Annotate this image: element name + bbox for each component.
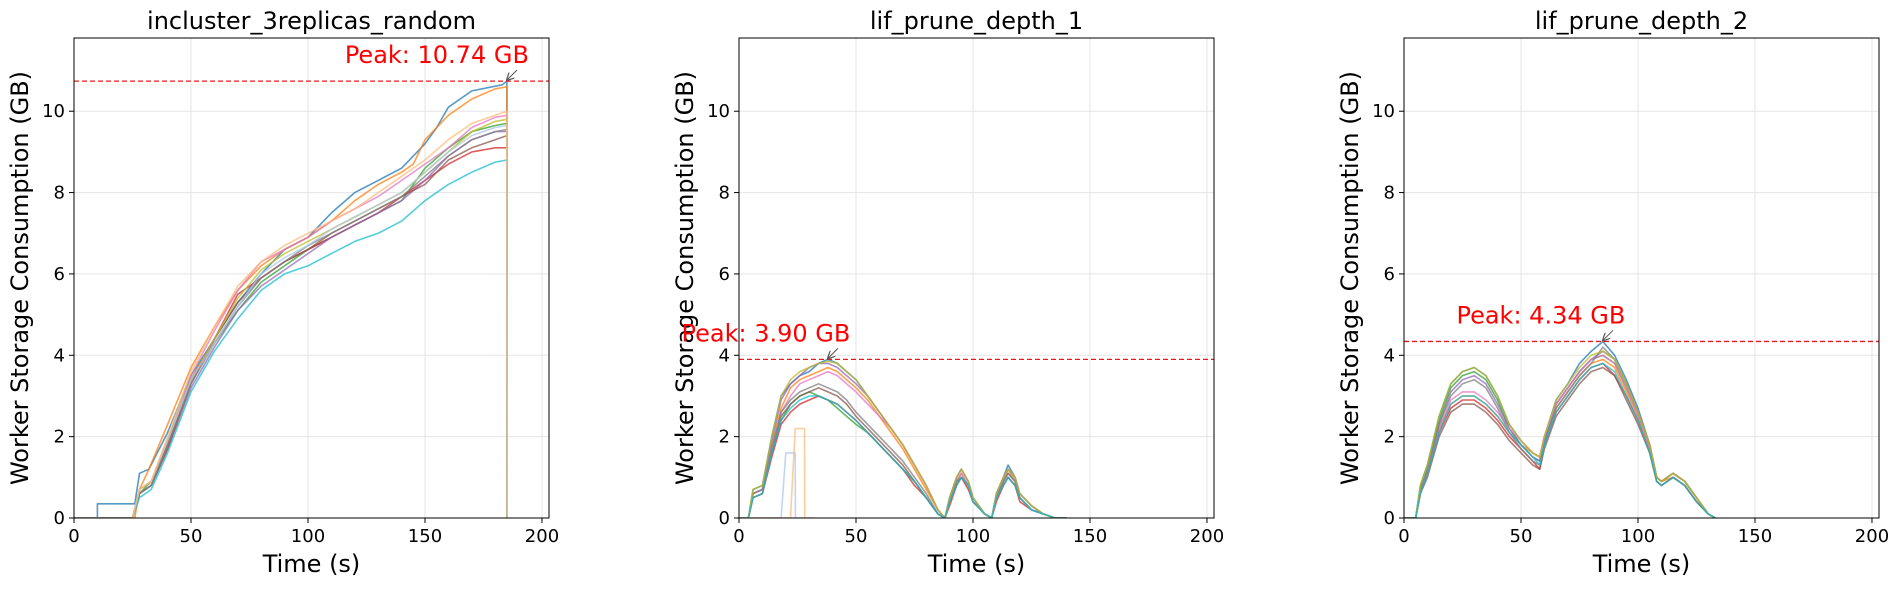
x-tick-label: 50 bbox=[180, 526, 203, 547]
peak-annotation: Peak: 3.90 GB bbox=[681, 319, 850, 347]
y-tick-label: 0 bbox=[1384, 508, 1395, 529]
x-tick-label: 150 bbox=[408, 526, 442, 547]
series-line-9 bbox=[739, 360, 1067, 518]
x-tick-label: 50 bbox=[845, 526, 868, 547]
series-line-9 bbox=[74, 118, 508, 518]
series-line-12 bbox=[739, 427, 814, 518]
y-tick-label: 10 bbox=[707, 101, 730, 122]
y-tick-label: 2 bbox=[54, 427, 65, 448]
series-line-4 bbox=[74, 147, 508, 518]
series-line-9 bbox=[1404, 350, 1716, 518]
y-tick-label: 8 bbox=[54, 183, 65, 204]
y-tick-label: 2 bbox=[1384, 427, 1395, 448]
peak-arrow bbox=[828, 348, 839, 358]
y-axis-label: Worker Storage Consumption (GB) bbox=[671, 71, 699, 485]
chart-title: lif_prune_depth_1 bbox=[870, 7, 1083, 35]
series-line-11 bbox=[739, 452, 805, 518]
x-tick-label: 150 bbox=[1073, 526, 1107, 547]
axes-frame bbox=[73, 37, 550, 519]
series-line-11 bbox=[74, 124, 508, 518]
y-tick-label: 4 bbox=[54, 345, 65, 366]
series-line-1 bbox=[1404, 340, 1716, 518]
x-axis-label: Time (s) bbox=[262, 550, 361, 578]
series-line-12 bbox=[74, 110, 508, 518]
x-tick-label: 100 bbox=[956, 526, 990, 547]
axes-frame bbox=[1403, 37, 1880, 519]
x-tick-label: 200 bbox=[1855, 526, 1889, 547]
peak-annotation: Peak: 4.34 GB bbox=[1456, 301, 1625, 329]
chart-panel-3: 0 50 100 150 200 0 2 4 6 8 10 lif_prune_depth_2 Time… bbox=[1336, 7, 1889, 578]
series-line-5 bbox=[1404, 350, 1716, 518]
x-tick-label: 0 bbox=[733, 526, 744, 547]
series-line-10 bbox=[74, 159, 508, 518]
y-tick-label: 4 bbox=[1384, 345, 1395, 366]
x-axis-label: Time (s) bbox=[1592, 550, 1691, 578]
series-group bbox=[1404, 340, 1716, 518]
series-line-8 bbox=[1404, 346, 1716, 518]
y-tick-label: 2 bbox=[719, 427, 730, 448]
series-line-7 bbox=[74, 114, 508, 518]
y-tick-label: 0 bbox=[719, 508, 730, 529]
x-tick-label: 0 bbox=[68, 526, 79, 547]
y-tick-label: 0 bbox=[54, 508, 65, 529]
y-axis-label: Worker Storage Consumption (GB) bbox=[6, 71, 34, 485]
x-tick-label: 50 bbox=[1510, 526, 1533, 547]
peak-arrow bbox=[507, 69, 518, 80]
series-line-4 bbox=[739, 395, 1067, 518]
series-line-10 bbox=[739, 395, 1067, 518]
y-tick-label: 6 bbox=[719, 264, 730, 285]
y-tick-label: 10 bbox=[1372, 101, 1395, 122]
series-group bbox=[739, 358, 1067, 518]
y-tick-label: 8 bbox=[1384, 183, 1395, 204]
x-tick-label: 100 bbox=[1621, 526, 1655, 547]
series-group bbox=[74, 80, 508, 518]
y-axis-label: Worker Storage Consumption (GB) bbox=[1336, 71, 1364, 485]
x-tick-label: 150 bbox=[1738, 526, 1772, 547]
series-line-3 bbox=[74, 122, 508, 518]
series-line-1 bbox=[74, 80, 508, 518]
series-line-8 bbox=[739, 382, 1067, 518]
chart-title: lif_prune_depth_2 bbox=[1535, 7, 1748, 35]
x-tick-label: 200 bbox=[1190, 526, 1224, 547]
peak-annotation: Peak: 10.74 GB bbox=[345, 41, 529, 69]
y-tick-label: 6 bbox=[1384, 264, 1395, 285]
x-tick-label: 100 bbox=[291, 526, 325, 547]
y-tick-label: 4 bbox=[719, 345, 730, 366]
x-tick-label: 0 bbox=[1398, 526, 1409, 547]
series-line-4 bbox=[1404, 362, 1716, 518]
peak-arrow bbox=[1603, 330, 1614, 340]
chart-panel-2: 0 50 100 150 200 0 2 4 6 8 10 lif_prune_depth_1 Time… bbox=[671, 7, 1224, 578]
axes-frame bbox=[738, 37, 1215, 519]
chart-panel-1: 0 50 100 150 200 0 2 4 6 8 10 incluster_3replicas_r… bbox=[6, 7, 559, 578]
y-tick-label: 6 bbox=[54, 264, 65, 285]
series-line-8 bbox=[74, 128, 508, 518]
chart-title: incluster_3replicas_random bbox=[147, 7, 476, 35]
y-tick-label: 10 bbox=[42, 101, 65, 122]
x-tick-label: 200 bbox=[525, 526, 559, 547]
y-tick-label: 8 bbox=[719, 183, 730, 204]
x-axis-label: Time (s) bbox=[927, 550, 1026, 578]
series-line-10 bbox=[1404, 362, 1716, 518]
